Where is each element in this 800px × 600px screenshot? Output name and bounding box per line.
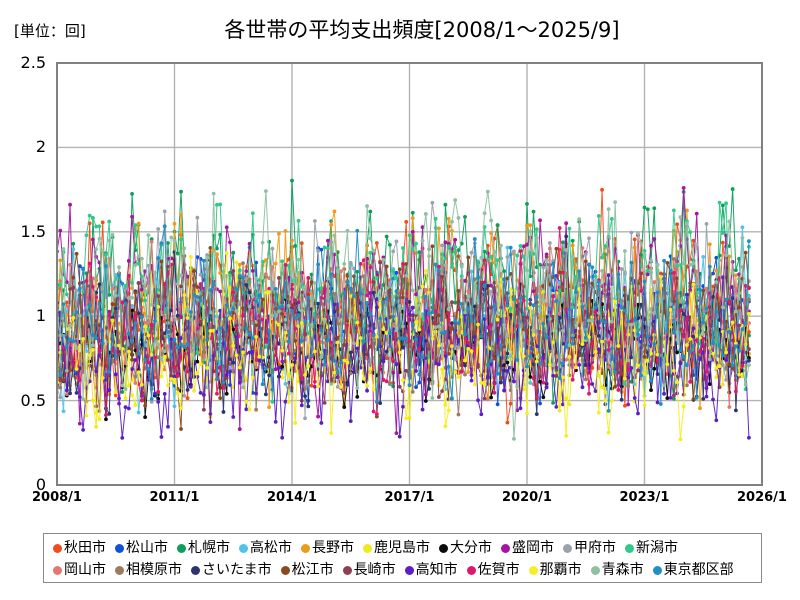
legend-row-1: 秋田市 松山市 札幌市 高松市 長野市 鹿児島市 大分市 盛岡市 甲府市 新潟市	[44, 537, 761, 559]
legend-label: 札幌市	[188, 540, 230, 556]
legend-color-dot-icon	[115, 565, 124, 575]
legend-item-秋田市[interactable]: 秋田市	[53, 541, 106, 555]
legend-item-高知市[interactable]: 高知市	[404, 562, 458, 578]
legend-label: 長崎市	[353, 562, 396, 578]
y-tick-5: 2.5	[20, 53, 46, 72]
legend-label: 鹿児島市	[374, 540, 430, 556]
legend-label: 秋田市	[64, 540, 106, 556]
legend-color-dot-icon	[466, 565, 476, 575]
legend-label: 大分市	[450, 540, 492, 556]
legend-label: 盛岡市	[512, 540, 554, 556]
legend-item-相模原市[interactable]: 相模原市	[115, 563, 182, 577]
y-tick-3: 1.5	[20, 221, 46, 241]
x-tick-4: 2020/1	[502, 490, 552, 505]
legend-label: 高知市	[415, 562, 458, 578]
legend-label: さいたま市	[202, 562, 272, 578]
x-tick-2: 2014/1	[267, 490, 317, 505]
legend-label: 松山市	[126, 540, 168, 556]
legend-color-dot-icon	[501, 543, 510, 553]
legend-color-dot-icon	[652, 565, 662, 575]
legend-item-岡山市[interactable]: 岡山市	[53, 563, 106, 577]
legend-color-dot-icon	[528, 565, 538, 575]
legend-label: 甲府市	[574, 540, 616, 556]
chart-legend: 秋田市 松山市 札幌市 高松市 長野市 鹿児島市 大分市 盛岡市 甲府市 新潟市 岡山市 相模原市 さ…	[43, 533, 762, 583]
legend-item-大分市[interactable]: 大分市	[439, 541, 492, 555]
legend-label: 相模原市	[126, 562, 182, 578]
x-tick-6: 2026/1	[737, 490, 787, 505]
x-tick-1: 2011/1	[149, 490, 200, 505]
legend-label: 佐賀市	[477, 562, 520, 578]
y-tick-0: 0	[35, 475, 46, 494]
x-tick-5: 2023/1	[619, 490, 670, 505]
legend-label: 那覇市	[539, 562, 582, 578]
legend-color-dot-icon	[590, 565, 600, 575]
legend-item-さいたま市[interactable]: さいたま市	[191, 563, 272, 577]
legend-item-盛岡市[interactable]: 盛岡市	[501, 541, 554, 555]
legend-item-佐賀市[interactable]: 佐賀市	[466, 562, 520, 578]
legend-label: 新潟市	[636, 540, 678, 556]
legend-color-dot-icon	[53, 565, 62, 575]
legend-item-松山市[interactable]: 松山市	[115, 541, 168, 555]
legend-label: 東京都区部	[663, 562, 734, 578]
legend-item-高松市[interactable]: 高松市	[239, 541, 292, 555]
legend-color-dot-icon	[301, 543, 310, 553]
legend-color-dot-icon	[115, 543, 124, 553]
legend-item-札幌市[interactable]: 札幌市	[177, 541, 230, 555]
legend-row-2: 岡山市 相模原市 さいたま市 松江市 長崎市 高知市 佐賀市 那覇市 青森市 東京都区部	[44, 559, 761, 581]
legend-item-那覇市[interactable]: 那覇市	[528, 562, 582, 578]
legend-item-甲府市[interactable]: 甲府市	[563, 541, 616, 555]
legend-item-東京都区部[interactable]: 東京都区部	[652, 562, 734, 578]
chart-title-text: 各世帯の平均支出頻度[2008/1〜2025/9]	[224, 18, 620, 42]
legend-label: 松江市	[291, 562, 334, 578]
legend-color-dot-icon	[563, 543, 572, 553]
legend-item-青森市[interactable]: 青森市	[590, 562, 644, 578]
x-tick-0: 2008/1	[32, 490, 82, 505]
legend-color-dot-icon	[191, 565, 200, 575]
unit-label: [単位：回]	[14, 22, 86, 40]
page-title: 各世帯の平均支出頻度[2008/1〜2025/9]	[0, 14, 800, 44]
legend-color-dot-icon	[404, 565, 414, 575]
legend-color-dot-icon	[363, 543, 372, 553]
y-tick-2: 1	[35, 306, 46, 326]
legend-color-dot-icon	[177, 543, 186, 553]
legend-color-dot-icon	[342, 565, 352, 575]
legend-label: 高松市	[250, 540, 292, 556]
legend-item-新潟市[interactable]: 新潟市	[625, 541, 678, 555]
x-tick-3: 2017/1	[384, 490, 435, 505]
y-tick-4: 2	[35, 137, 46, 157]
legend-label: 長野市	[312, 540, 354, 556]
legend-label: 岡山市	[64, 562, 106, 578]
legend-color-dot-icon	[439, 543, 448, 553]
y-tick-1: 0.5	[20, 390, 46, 410]
legend-item-鹿児島市[interactable]: 鹿児島市	[363, 541, 430, 555]
legend-label: 青森市	[601, 562, 644, 578]
legend-item-長崎市[interactable]: 長崎市	[342, 562, 396, 578]
legend-color-dot-icon	[239, 543, 248, 553]
legend-color-dot-icon	[280, 565, 290, 575]
legend-color-dot-icon	[625, 543, 634, 553]
legend-item-長野市[interactable]: 長野市	[301, 541, 354, 555]
legend-item-松江市[interactable]: 松江市	[280, 562, 334, 578]
legend-color-dot-icon	[53, 543, 62, 553]
